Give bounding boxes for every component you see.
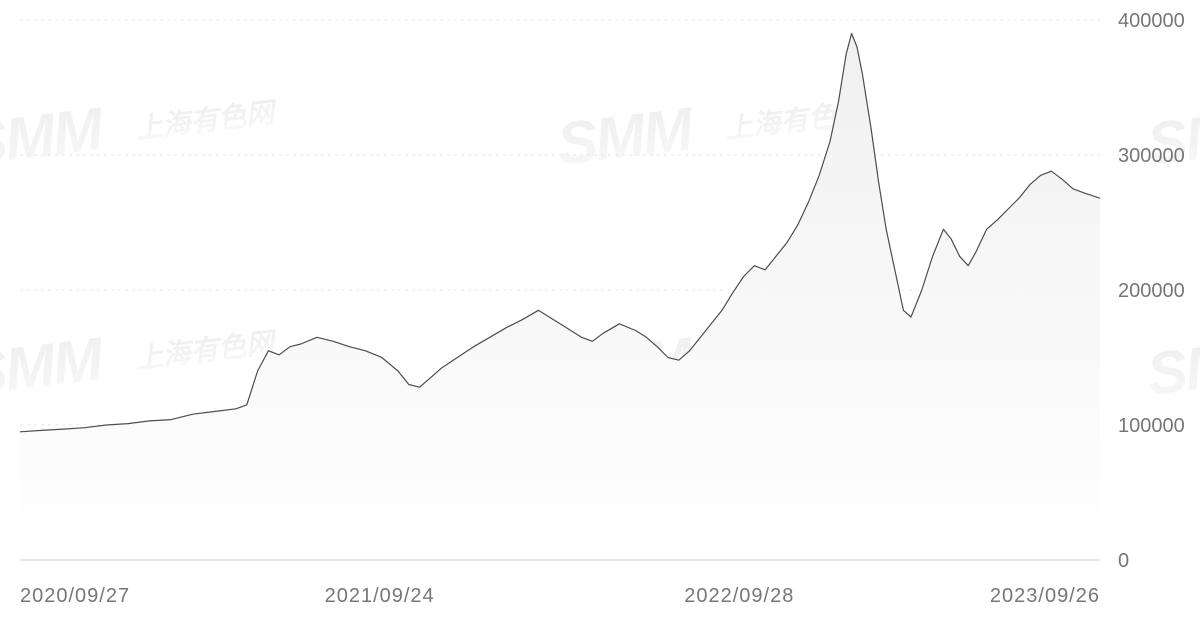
- watermark: SMM 上海有色网: [0, 303, 281, 408]
- chart-canvas: SMM上海有色网SMM上海有色网SMM上海有色网SMM上海有色网SMM上海有色网…: [0, 0, 1200, 620]
- watermark-logo-text: SMM: [0, 325, 109, 408]
- y-tick-label: 400000: [1118, 10, 1185, 32]
- x-axis-labels: 2020/09/27 2021/09/24 2022/09/28 2023/09/26: [20, 585, 1100, 607]
- watermark: SMM上海有色网: [1143, 303, 1200, 408]
- x-tick-label: 2021/09/24: [325, 585, 435, 607]
- x-tick-label: 2023/09/26: [990, 585, 1100, 607]
- watermark: SMM 上海有色网: [0, 73, 281, 178]
- watermark-sub-text: 上海有色网: [133, 96, 280, 144]
- y-tick-label: 300000: [1118, 145, 1185, 167]
- x-tick-label: 2022/09/28: [684, 585, 794, 607]
- watermark-logo-text: SMM: [0, 95, 109, 178]
- watermark-logo-text: SMM: [1143, 325, 1200, 408]
- y-tick-label: 0: [1118, 550, 1129, 572]
- y-tick-label: 200000: [1118, 280, 1185, 302]
- y-axis-labels: 0 100000 200000 300000 400000: [1118, 10, 1185, 572]
- x-tick-label: 2020/09/27: [20, 585, 130, 607]
- watermark-logo-text: SMM: [553, 95, 698, 178]
- price-chart: SMM上海有色网SMM上海有色网SMM上海有色网SMM上海有色网SMM上海有色网…: [0, 0, 1200, 620]
- watermark-sub-text: 上海有色网: [133, 326, 280, 374]
- y-tick-label: 100000: [1118, 415, 1185, 437]
